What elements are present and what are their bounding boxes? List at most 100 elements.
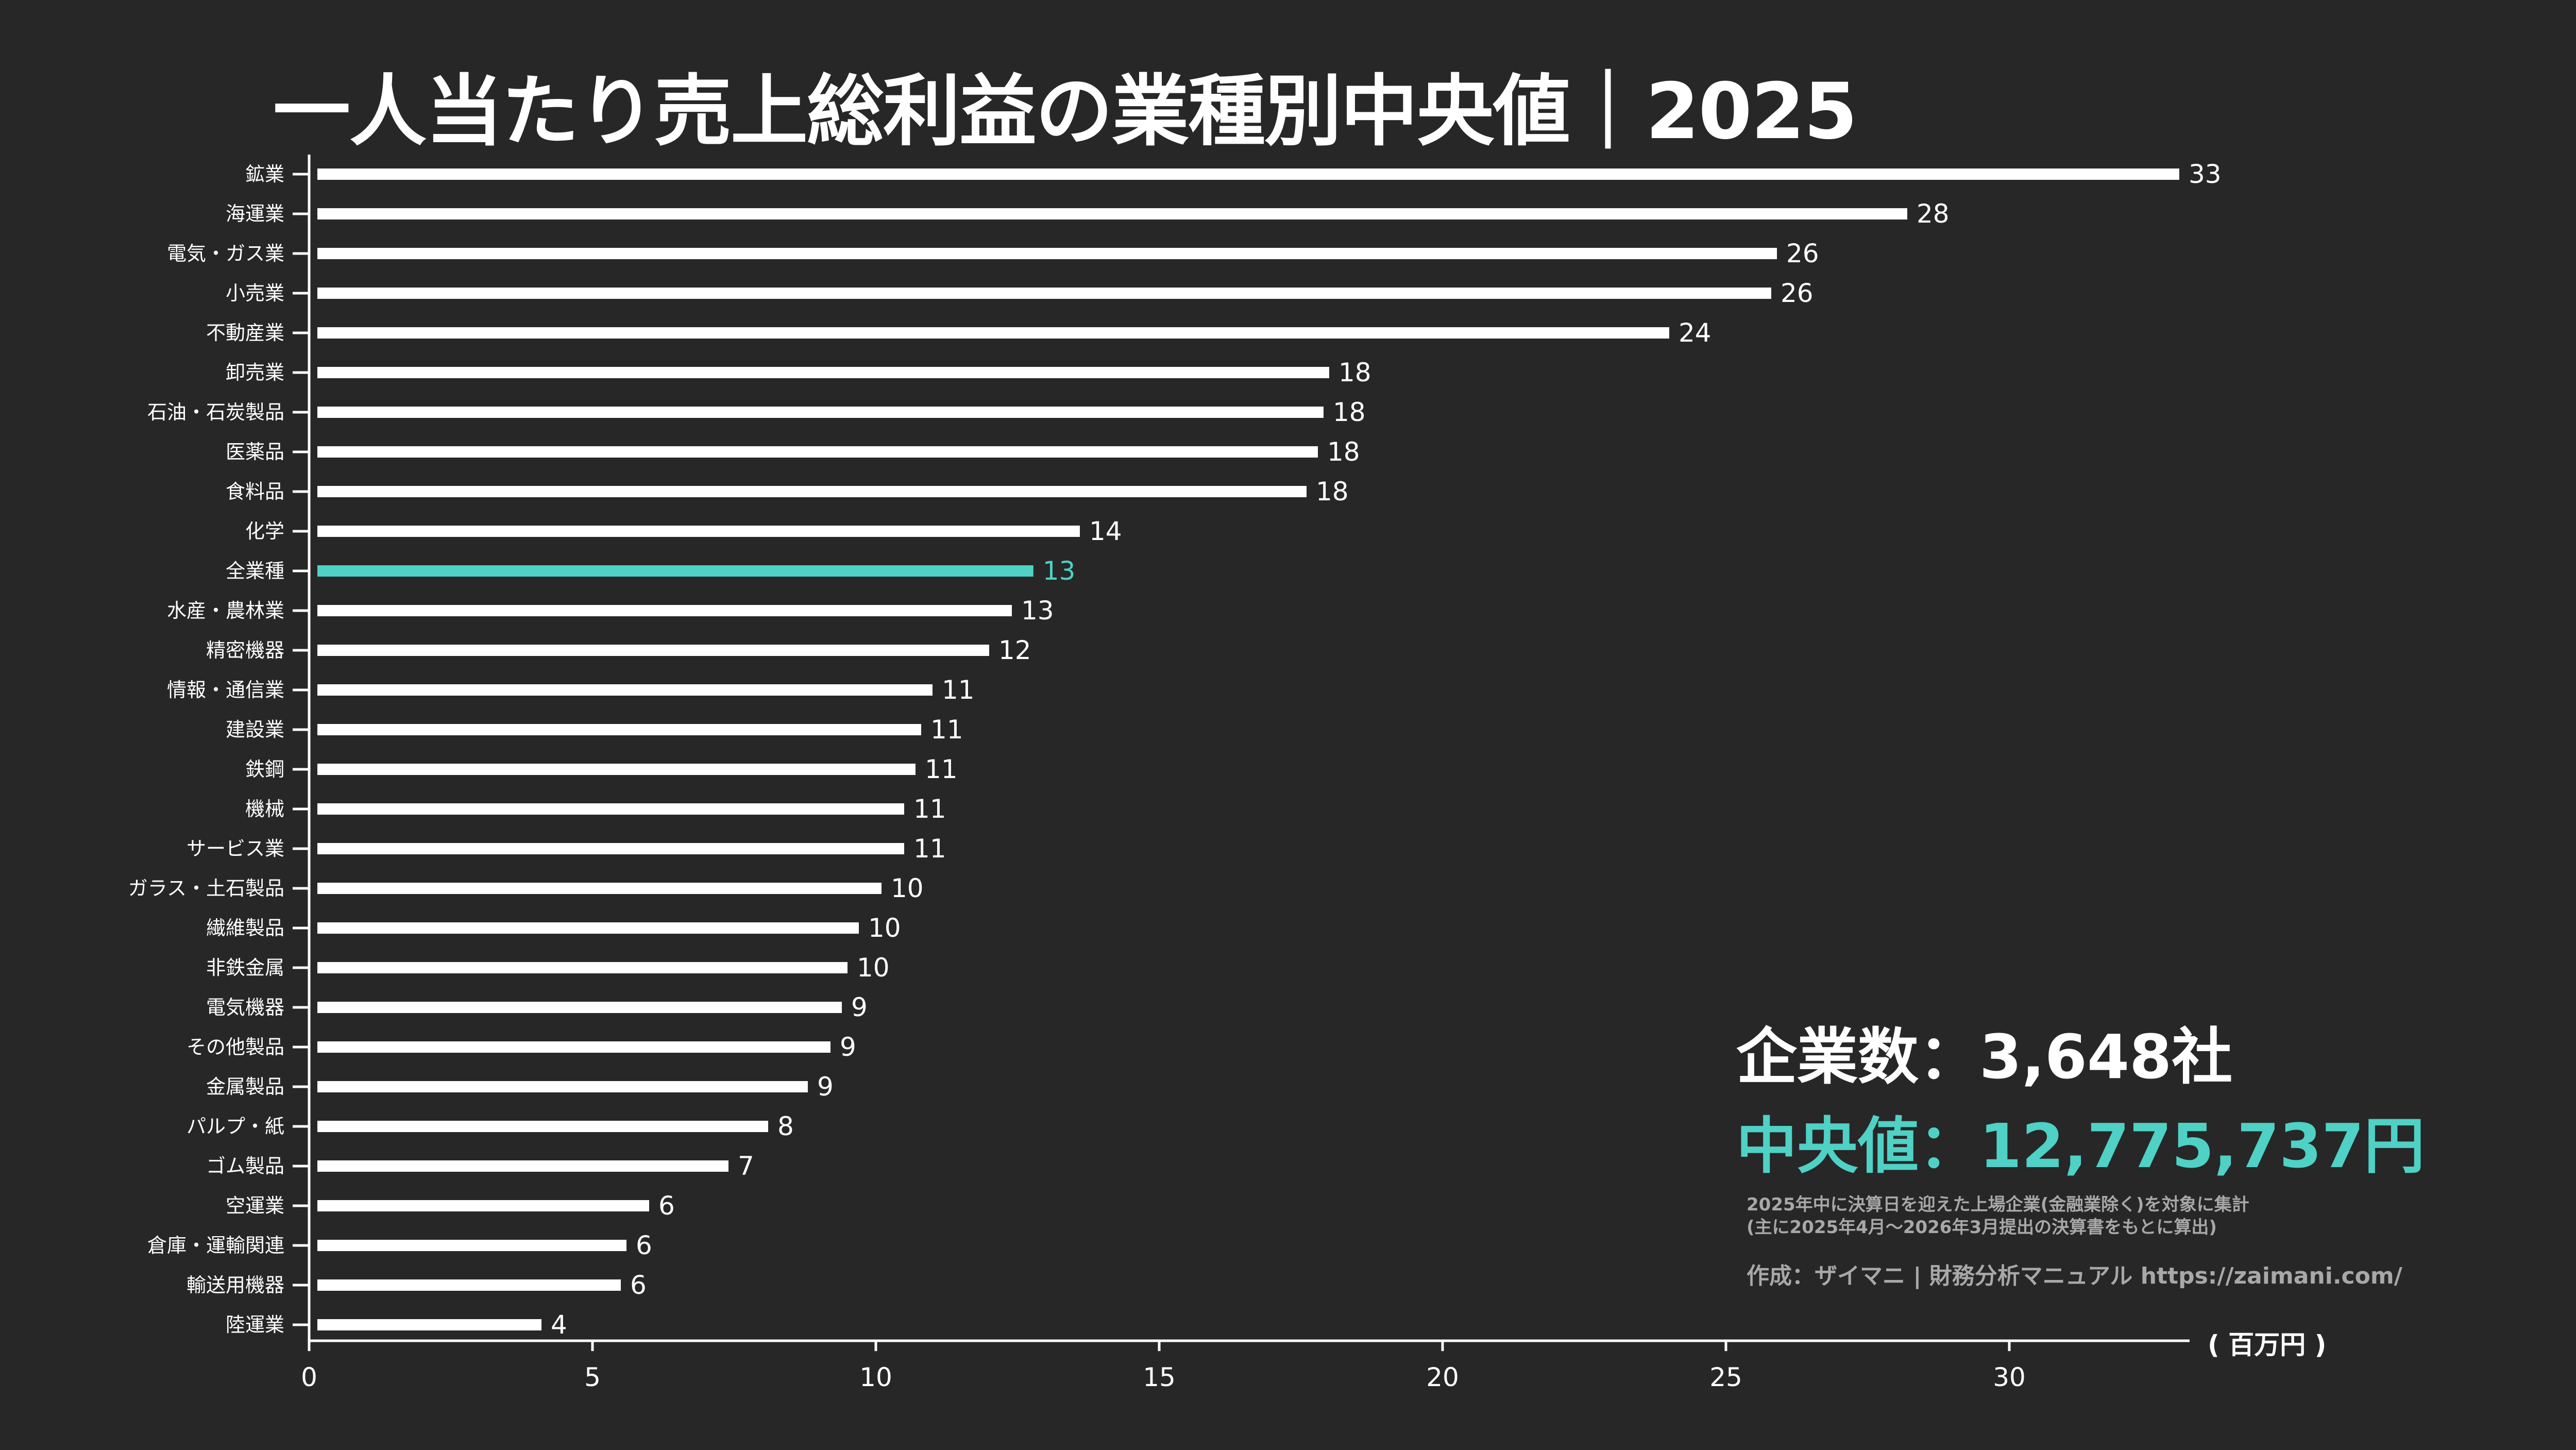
bar xyxy=(317,1200,649,1211)
note-line-1: 2025年中に決算日を迎えた上場企業(金融業除く)を対象に集計 xyxy=(1747,1194,2249,1215)
data-label: 9 xyxy=(840,1032,856,1062)
bar xyxy=(317,645,989,656)
category-label: 鉄鋼 xyxy=(245,758,284,781)
data-label: 6 xyxy=(636,1230,652,1260)
bar xyxy=(317,446,1318,458)
category-label: 水産・農林業 xyxy=(167,599,284,622)
category-label: 電気・ガス業 xyxy=(167,242,284,265)
data-label: 12 xyxy=(998,635,1031,665)
data-label: 9 xyxy=(817,1072,834,1102)
x-tick-label: 25 xyxy=(1709,1362,1742,1392)
data-label: 6 xyxy=(658,1191,675,1221)
data-label: 6 xyxy=(630,1270,647,1300)
category-label: 倉庫・運輸関連 xyxy=(147,1234,284,1257)
data-label: 24 xyxy=(1679,318,1711,348)
bar xyxy=(317,605,1012,616)
credit: 作成：ザイマニ | 財務分析マニュアル https://zaimani.com/ xyxy=(1747,1263,2402,1289)
data-label: 11 xyxy=(913,794,946,824)
category-label: 全業種 xyxy=(226,560,284,582)
bar xyxy=(317,724,921,735)
bar xyxy=(317,208,1907,220)
category-label: 機械 xyxy=(245,798,284,820)
category-label: 建設業 xyxy=(226,718,284,741)
data-label: 10 xyxy=(857,953,890,983)
category-label: 精密機器 xyxy=(206,639,284,662)
bar xyxy=(317,764,916,775)
category-label: 電気機器 xyxy=(206,996,284,1019)
category-label: 不動産業 xyxy=(206,322,284,344)
x-tick-label: 10 xyxy=(859,1362,892,1392)
data-label: 13 xyxy=(1021,596,1054,626)
data-label: 10 xyxy=(891,873,924,903)
bar xyxy=(317,327,1669,339)
data-label: 4 xyxy=(551,1310,567,1340)
note-line-2: (主に2025年4月〜2026年3月提出の決算書をもとに算出) xyxy=(1747,1217,2217,1238)
data-label: 18 xyxy=(1316,477,1349,507)
category-label: 鉱業 xyxy=(245,163,284,186)
category-label: 卸売業 xyxy=(226,361,284,384)
x-tick-label: 20 xyxy=(1426,1362,1459,1392)
bar xyxy=(317,1121,768,1132)
category-label: 化学 xyxy=(245,520,284,543)
bar xyxy=(317,367,1329,378)
data-label: 9 xyxy=(851,992,868,1022)
category-label: その他製品 xyxy=(187,1036,284,1058)
data-label: 18 xyxy=(1338,358,1371,387)
median-value: 中央値：12,775,737円 xyxy=(1736,1110,2425,1182)
category-label: パルプ・紙 xyxy=(187,1115,284,1138)
data-label: 33 xyxy=(2189,159,2222,189)
category-label: 情報・通信業 xyxy=(167,679,284,701)
bar xyxy=(317,486,1307,497)
bar xyxy=(317,248,1777,259)
data-label: 13 xyxy=(1043,556,1076,586)
category-label: ゴム製品 xyxy=(206,1155,284,1177)
category-label: 空運業 xyxy=(226,1194,284,1217)
data-label: 8 xyxy=(777,1111,794,1141)
category-label: ガラス・土石製品 xyxy=(128,877,284,900)
bar xyxy=(317,1319,541,1330)
x-tick-label: 5 xyxy=(584,1362,601,1392)
bar xyxy=(317,1081,808,1092)
category-label: 輸送用機器 xyxy=(187,1274,284,1296)
data-label: 14 xyxy=(1089,516,1122,546)
bar xyxy=(317,843,904,854)
data-label: 11 xyxy=(913,834,946,864)
company-count: 企業数：3,648社 xyxy=(1736,1021,2233,1092)
data-label: 28 xyxy=(1917,199,1950,229)
data-label: 18 xyxy=(1327,437,1360,467)
category-label: 陸運業 xyxy=(226,1313,284,1336)
data-label: 10 xyxy=(868,913,901,943)
bar xyxy=(317,1160,728,1172)
bar xyxy=(317,407,1324,418)
bar xyxy=(317,168,2179,180)
bar xyxy=(317,1240,626,1251)
category-label: 石油・石炭製品 xyxy=(147,401,284,424)
bar xyxy=(317,1279,621,1291)
x-tick-label: 0 xyxy=(301,1362,317,1392)
bar xyxy=(317,565,1033,577)
category-label: 小売業 xyxy=(226,282,284,305)
bar xyxy=(317,526,1080,537)
chart-title: 一人当たり売上総利益の業種別中央値｜2025 xyxy=(273,67,1857,157)
category-label: 医薬品 xyxy=(226,441,284,463)
bar xyxy=(317,1041,831,1053)
bar xyxy=(317,288,1771,299)
data-label: 26 xyxy=(1781,278,1814,308)
category-label: 非鉄金属 xyxy=(206,956,284,979)
data-label: 7 xyxy=(738,1151,754,1181)
data-label: 11 xyxy=(930,715,963,745)
bar xyxy=(317,883,882,894)
x-axis-unit-label: ( 百万円 ) xyxy=(2208,1330,2327,1360)
bar xyxy=(317,803,904,815)
bar xyxy=(317,1002,842,1013)
data-label: 11 xyxy=(925,754,958,784)
x-tick-label: 30 xyxy=(1993,1362,2026,1392)
bar xyxy=(317,922,859,934)
bar xyxy=(317,684,933,696)
data-label: 18 xyxy=(1333,397,1366,427)
category-label: 金属製品 xyxy=(206,1075,284,1098)
data-label: 26 xyxy=(1786,239,1819,268)
category-label: 繊維製品 xyxy=(206,917,284,939)
category-label: サービス業 xyxy=(187,837,284,860)
